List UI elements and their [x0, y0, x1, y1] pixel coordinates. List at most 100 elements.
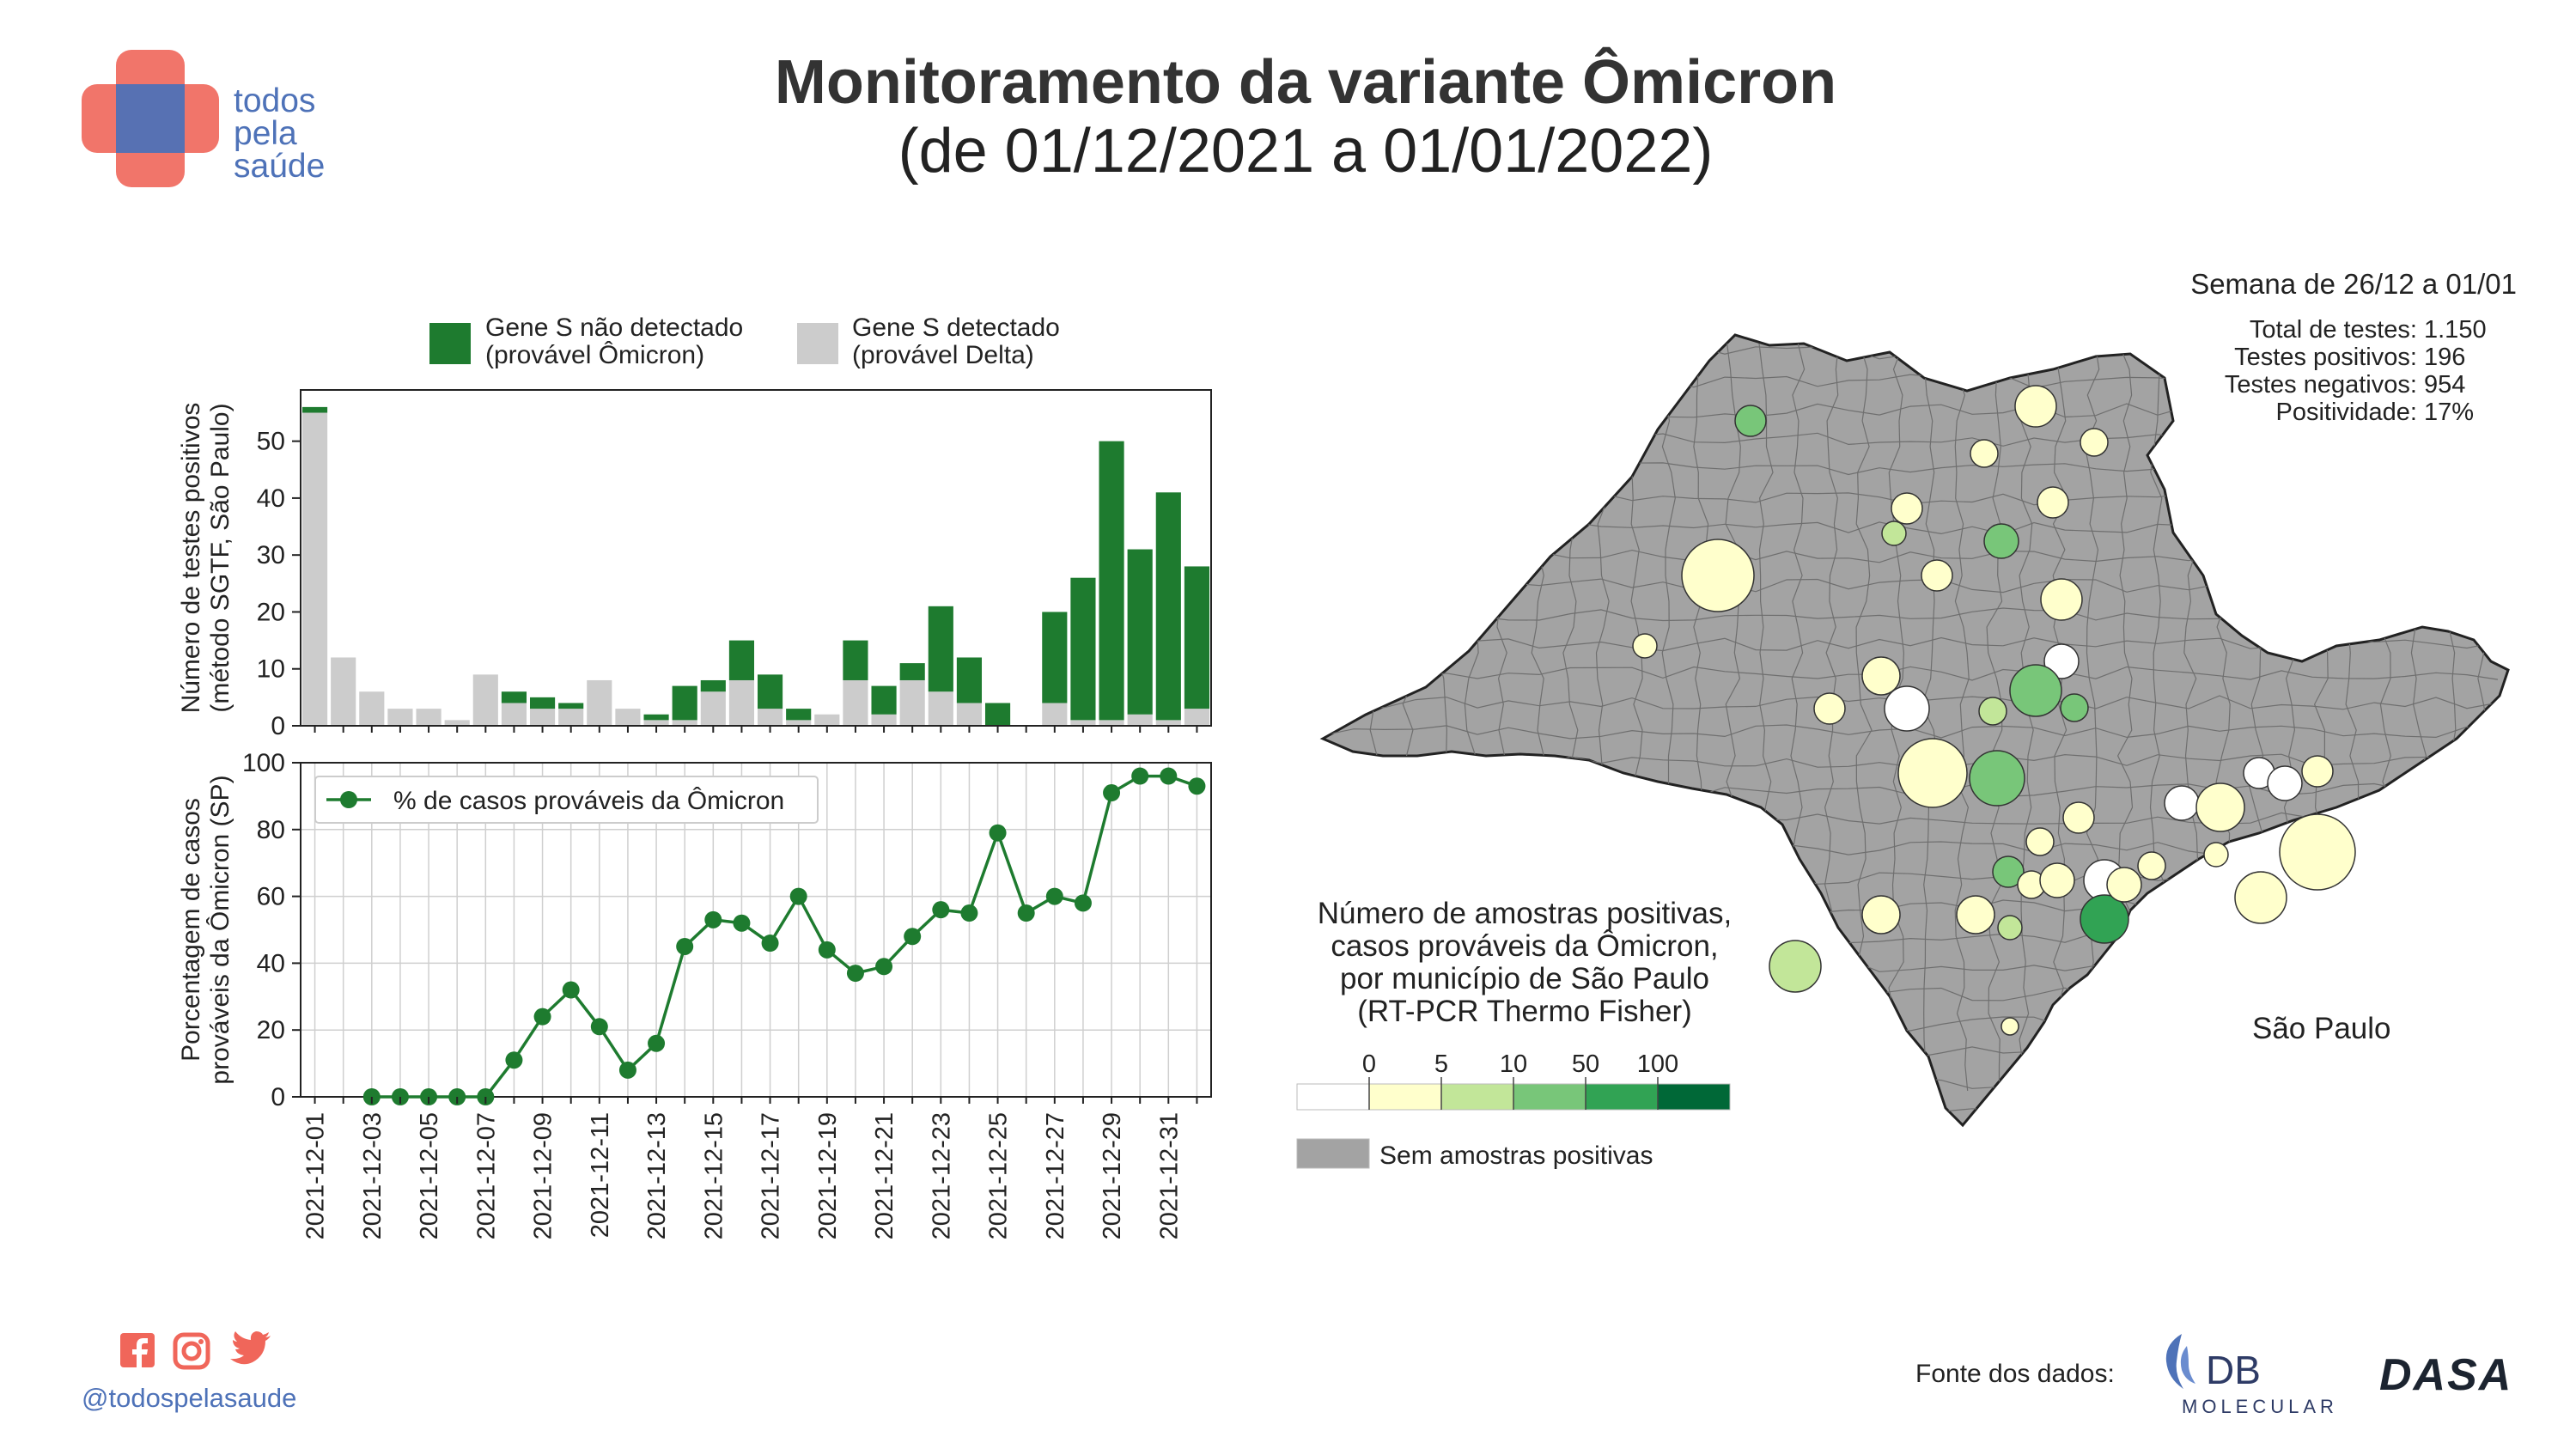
brand-line-2: pela [234, 115, 297, 152]
dasa-logo-text: DASA [2379, 1350, 2512, 1400]
line-ylabel-line1: Porcentagem de casos [177, 798, 205, 1062]
omicron-percent-point [932, 901, 950, 919]
brand-line-1: todos [234, 82, 316, 119]
bar-delta [359, 691, 385, 726]
line-legend-box [314, 776, 819, 824]
bar-delta [472, 674, 498, 726]
bar-ylabel-line2: (método SGTF, São Paulo) [206, 403, 234, 712]
bar-ytick-label: 20 [257, 598, 285, 626]
municipality-highlight [1884, 685, 1930, 732]
bar-omicron [1042, 612, 1068, 703]
bar-delta [615, 709, 641, 726]
bar-delta [956, 703, 983, 726]
bar-ytick-label: 30 [257, 541, 285, 569]
omicron-percent-point [733, 914, 751, 932]
municipality-highlight [1997, 915, 2023, 941]
bar-delta [1070, 720, 1096, 726]
line-xtick-label: 2021-12-15 [700, 1112, 728, 1239]
bar-delta [728, 679, 755, 726]
scale-swatch [1657, 1083, 1731, 1111]
municipality-highlight [2039, 862, 2075, 898]
scale-tick-label: 50 [1572, 1050, 1599, 1078]
brand-line-3: saúde [234, 148, 326, 185]
map-stats: Total de testes: 1.150 Testes positivos:… [2061, 316, 2500, 426]
omicron-percent-point [1188, 777, 1206, 795]
bar-delta [1184, 709, 1210, 726]
bar-delta [672, 720, 697, 726]
line-ytick-label: 60 [257, 883, 285, 911]
municipality-highlight [2080, 894, 2129, 944]
bar-omicron [700, 679, 726, 692]
bar-delta [529, 709, 556, 726]
map-legend-title-line: por município de São Paulo [1340, 962, 1709, 995]
stat-row-positive: Testes positivos: 196 [2061, 344, 2500, 371]
municipality-highlight [1921, 559, 1953, 592]
municipality-border [1954, 343, 1970, 1092]
municipality-highlight [1897, 738, 1968, 808]
stat-value: 17% [2424, 399, 2475, 426]
db-molecular-sub: MOLECULAR [2182, 1396, 2338, 1417]
bar-delta [1127, 714, 1153, 726]
line-xtick-label: 2021-12-01 [302, 1112, 330, 1239]
stat-value: 954 [2424, 371, 2466, 399]
bar-omicron [928, 606, 953, 692]
municipality-highlight [2062, 801, 2095, 834]
legend-omicron-line2: (provável Ômicron) [485, 341, 705, 369]
omicron-percent-point [1160, 767, 1178, 785]
bar-omicron [728, 640, 755, 680]
scale-swatch [1296, 1083, 1370, 1111]
municipality-highlight [2025, 827, 2055, 856]
legend-omicron-line1: Gene S não detectado [485, 314, 744, 342]
facebook-icon[interactable] [120, 1333, 155, 1367]
line-xtick-label: 2021-12-03 [359, 1112, 387, 1239]
omicron-percent-point [562, 981, 580, 999]
bar-delta [501, 703, 527, 726]
stat-row-positivity: Positividade: 17% [2061, 399, 2500, 426]
bar-ytick-label: 40 [257, 484, 285, 513]
no-sample-label: Sem amostras positivas [1379, 1142, 1653, 1170]
social-handle[interactable]: @todospelasaude [82, 1383, 297, 1413]
source-label: Fonte dos dados: [1915, 1360, 2115, 1388]
charts-svg: 0 10 20 30 40 50 Número de testes positivos(mé… [177, 389, 1212, 1239]
omicron-percent-point [846, 965, 864, 983]
instagram-icon[interactable] [173, 1332, 210, 1370]
municipality-highlight [1861, 656, 1901, 696]
bar-delta [700, 691, 726, 726]
bar-delta [587, 679, 612, 726]
bar-omicron [786, 709, 812, 721]
line-legend-marker [340, 791, 357, 808]
legend-delta-swatch [797, 323, 838, 364]
line-ytick-label: 100 [242, 749, 285, 777]
bar-omicron [956, 657, 983, 703]
omicron-percent-point [875, 958, 893, 976]
municipality-highlight [1992, 855, 2025, 888]
bar-ytick-label: 50 [257, 428, 285, 456]
municipality-highlight [1983, 523, 2019, 559]
db-molecular-main: DB [2206, 1348, 2261, 1392]
scale-tick-label: 5 [1434, 1050, 1448, 1078]
bar-omicron [871, 685, 897, 715]
page-subtitle: (de 01/12/2021 a 01/01/2022) [898, 117, 1714, 186]
bar-omicron [643, 714, 669, 721]
region-label: São Paulo [2252, 1012, 2391, 1045]
municipality-highlight [1891, 492, 1923, 525]
line-xtick-label: 2021-12-17 [758, 1112, 785, 1239]
line-plot-frame [300, 762, 1212, 1098]
omicron-percent-point [960, 904, 978, 922]
map-legend-title: Número de amostras positivas, casos prov… [1288, 898, 1761, 1028]
municipality-highlight [2001, 1017, 2019, 1036]
map-week-label: Semana de 26/12 a 01/01 [2190, 268, 2517, 300]
bar-omicron [301, 406, 328, 413]
db-molecular-logo: DB MOLECULAR [2165, 1334, 2338, 1417]
line-legend-label: % de casos prováveis da Ômicron [393, 786, 784, 815]
omicron-percent-point [505, 1051, 523, 1069]
scale-swatch [1440, 1083, 1514, 1111]
municipality-highlight [1861, 895, 1901, 935]
social-icons [120, 1331, 271, 1370]
bar-delta [786, 720, 812, 726]
stat-row-total: Total de testes: 1.150 [2061, 316, 2500, 344]
twitter-icon[interactable] [230, 1331, 271, 1365]
bar-ytick-label: 0 [271, 712, 285, 740]
municipality-highlight [2060, 693, 2089, 722]
bar-omicron [843, 640, 868, 680]
